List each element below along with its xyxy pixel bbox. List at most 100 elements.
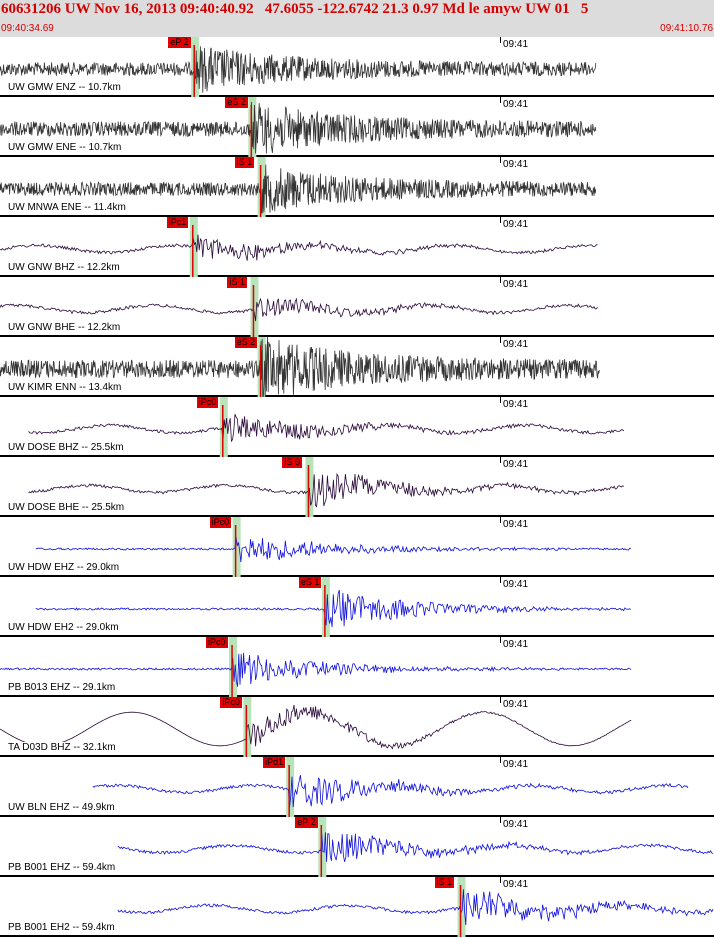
seismogram-track[interactable]: 09:41 eS 2 UW KIMR ENN -- 13.4km: [0, 337, 714, 397]
phase-pick-label[interactable]: iS 1: [234, 157, 255, 168]
seismogram-track[interactable]: 09:41 iS 1 UW GNW BHE -- 12.2km: [0, 277, 714, 337]
seismogram-trace-plot: [92, 757, 689, 817]
minute-tick: [500, 37, 501, 43]
phase-pick-label[interactable]: iPd1: [263, 757, 286, 768]
station-channel-label: UW MNWA ENE -- 11.4km: [8, 202, 126, 213]
seismogram-trace-plot: [0, 37, 597, 97]
minute-time-label: 09:41: [503, 459, 529, 470]
waveform: [0, 704, 632, 750]
station-channel-label: UW HDW EH2 -- 29.0km: [8, 622, 119, 633]
seismogram-trace-plot: [0, 637, 632, 697]
phase-window-band: [286, 757, 295, 817]
phase-window-band: [189, 217, 198, 277]
minute-tick: [500, 277, 501, 283]
station-channel-label: UW HDW EHZ -- 29.0km: [8, 562, 120, 573]
waveform: [0, 652, 632, 687]
seismogram-trace-plot: [28, 457, 625, 517]
station-channel-label: UW GMW ENZ -- 10.7km: [8, 82, 121, 93]
seismogram-trace-plot: [0, 337, 600, 397]
event-title: 60631206 UW Nov 16, 2013 09:40:40.92 47.…: [1, 1, 589, 17]
waveform: [117, 832, 714, 862]
minute-time-label: 09:41: [503, 819, 529, 830]
minute-time-label: 09:41: [503, 639, 529, 650]
seismogram-track[interactable]: 09:41 iPc0 TA D03D BHZ -- 32.1km: [0, 697, 714, 757]
minute-tick: [500, 577, 501, 583]
waveform: [0, 101, 597, 154]
waveform: [35, 537, 631, 563]
phase-window-band: [232, 517, 241, 577]
seismogram-track[interactable]: 09:41 eS 1 UW HDW EH2 -- 29.0km: [0, 577, 714, 637]
seismogram-track[interactable]: 09:41 iS 1 UW MNWA ENE -- 11.4km: [0, 157, 714, 217]
minute-time-label: 09:41: [503, 159, 529, 170]
seismogram-track[interactable]: 09:41 iPc0 UW HDW EHZ -- 29.0km: [0, 517, 714, 577]
seismogram-trace-plot: [0, 97, 597, 157]
minute-tick: [500, 637, 501, 643]
seismogram-track[interactable]: 09:41 iPc0 UW DOSE BHZ -- 25.5km: [0, 397, 714, 457]
seismogram-track[interactable]: 09:41 eP 2 UW GMW ENZ -- 10.7km: [0, 37, 714, 97]
phase-window-band: [248, 97, 257, 157]
station-channel-label: UW GNW BHZ -- 12.2km: [8, 262, 120, 273]
phase-pick-label[interactable]: eS 2: [225, 97, 248, 108]
seismogram-trace-plot: [0, 217, 598, 277]
phase-window-band: [257, 157, 266, 217]
seismogram-track[interactable]: 09:41 iPd1 UW BLN EHZ -- 49.9km: [0, 757, 714, 817]
minute-time-label: 09:41: [503, 519, 529, 530]
phase-window-band: [250, 277, 259, 337]
minute-tick: [500, 877, 501, 883]
waveform: [0, 297, 598, 322]
seismogram-track[interactable]: 09:41 eS 2 UW GMW ENE -- 10.7km: [0, 97, 714, 157]
minute-time-label: 09:41: [503, 699, 529, 710]
station-channel-label: UW DOSE BHZ -- 25.5km: [8, 442, 124, 453]
seismogram-track[interactable]: 09:41 eP 2 PB B001 EHZ -- 59.4km: [0, 817, 714, 877]
phase-pick-label[interactable]: iS 1: [434, 877, 455, 888]
phase-pick-label[interactable]: iS 1: [227, 277, 247, 288]
minute-time-label: 09:41: [503, 219, 529, 230]
waveform: [92, 774, 689, 808]
minute-time-label: 09:41: [503, 579, 529, 590]
waveform: [28, 472, 625, 508]
waveform: [35, 589, 632, 628]
seismogram-trace-plot: [0, 157, 597, 217]
phase-pick-label[interactable]: iPc0: [209, 517, 232, 528]
phase-pick-label[interactable]: iS 0: [282, 457, 302, 468]
phase-pick-label[interactable]: iPc0: [206, 637, 228, 648]
event-header: 60631206 UW Nov 16, 2013 09:40:40.92 47.…: [0, 0, 714, 37]
seismogram-track[interactable]: 09:41 iPc1 UW GNW BHZ -- 12.2km: [0, 217, 714, 277]
station-channel-label: PB B001 EH2 -- 59.4km: [8, 922, 115, 933]
phase-pick-label[interactable]: eP 2: [295, 817, 318, 828]
phase-window-band: [191, 37, 200, 97]
minute-tick: [500, 337, 501, 343]
phase-pick-label[interactable]: eP 2: [168, 37, 191, 48]
phase-pick-label[interactable]: iPc0: [220, 697, 242, 708]
seismogram-panel: 09:41 eP 2 UW GMW ENZ -- 10.7km 09:41 eS 2 UW…: [0, 37, 714, 938]
minute-tick: [500, 517, 501, 523]
waveform: [0, 337, 600, 397]
minute-tick: [500, 217, 501, 223]
seismogram-track[interactable]: 09:41 iPc0 PB B013 EHZ -- 29.1km: [0, 637, 714, 697]
phase-window-band: [321, 577, 330, 637]
minute-time-label: 09:41: [503, 399, 529, 410]
seismogram-trace-plot: [117, 877, 714, 937]
phase-window-band: [305, 457, 314, 517]
seismogram-trace-plot: [35, 517, 631, 577]
waveform: [28, 414, 625, 443]
seismogram-track[interactable]: 09:41 iS 0 UW DOSE BHE -- 25.5km: [0, 457, 714, 517]
minute-time-label: 09:41: [503, 279, 529, 290]
waveform: [117, 889, 714, 926]
station-channel-label: UW DOSE BHE -- 25.5km: [8, 502, 125, 513]
seismogram-track[interactable]: 09:41 iS 1 PB B001 EH2 -- 59.4km: [0, 877, 714, 937]
station-channel-label: PB B013 EHZ -- 29.1km: [8, 682, 116, 693]
minute-tick: [500, 97, 501, 103]
station-channel-label: PB B001 EHZ -- 59.4km: [8, 862, 116, 873]
minute-tick: [500, 397, 501, 403]
window-end-time: 09:41:10.76: [660, 23, 713, 34]
seismogram-trace-plot: [117, 817, 714, 877]
phase-pick-label[interactable]: eS 1: [298, 577, 322, 588]
minute-tick: [500, 157, 501, 163]
minute-time-label: 09:41: [503, 759, 529, 770]
phase-pick-label[interactable]: eS 2: [234, 337, 258, 348]
seismogram-trace-plot: [28, 397, 625, 457]
phase-pick-label[interactable]: iPc0: [196, 397, 219, 408]
minute-tick: [500, 457, 501, 463]
phase-pick-label[interactable]: iPc1: [166, 217, 189, 228]
